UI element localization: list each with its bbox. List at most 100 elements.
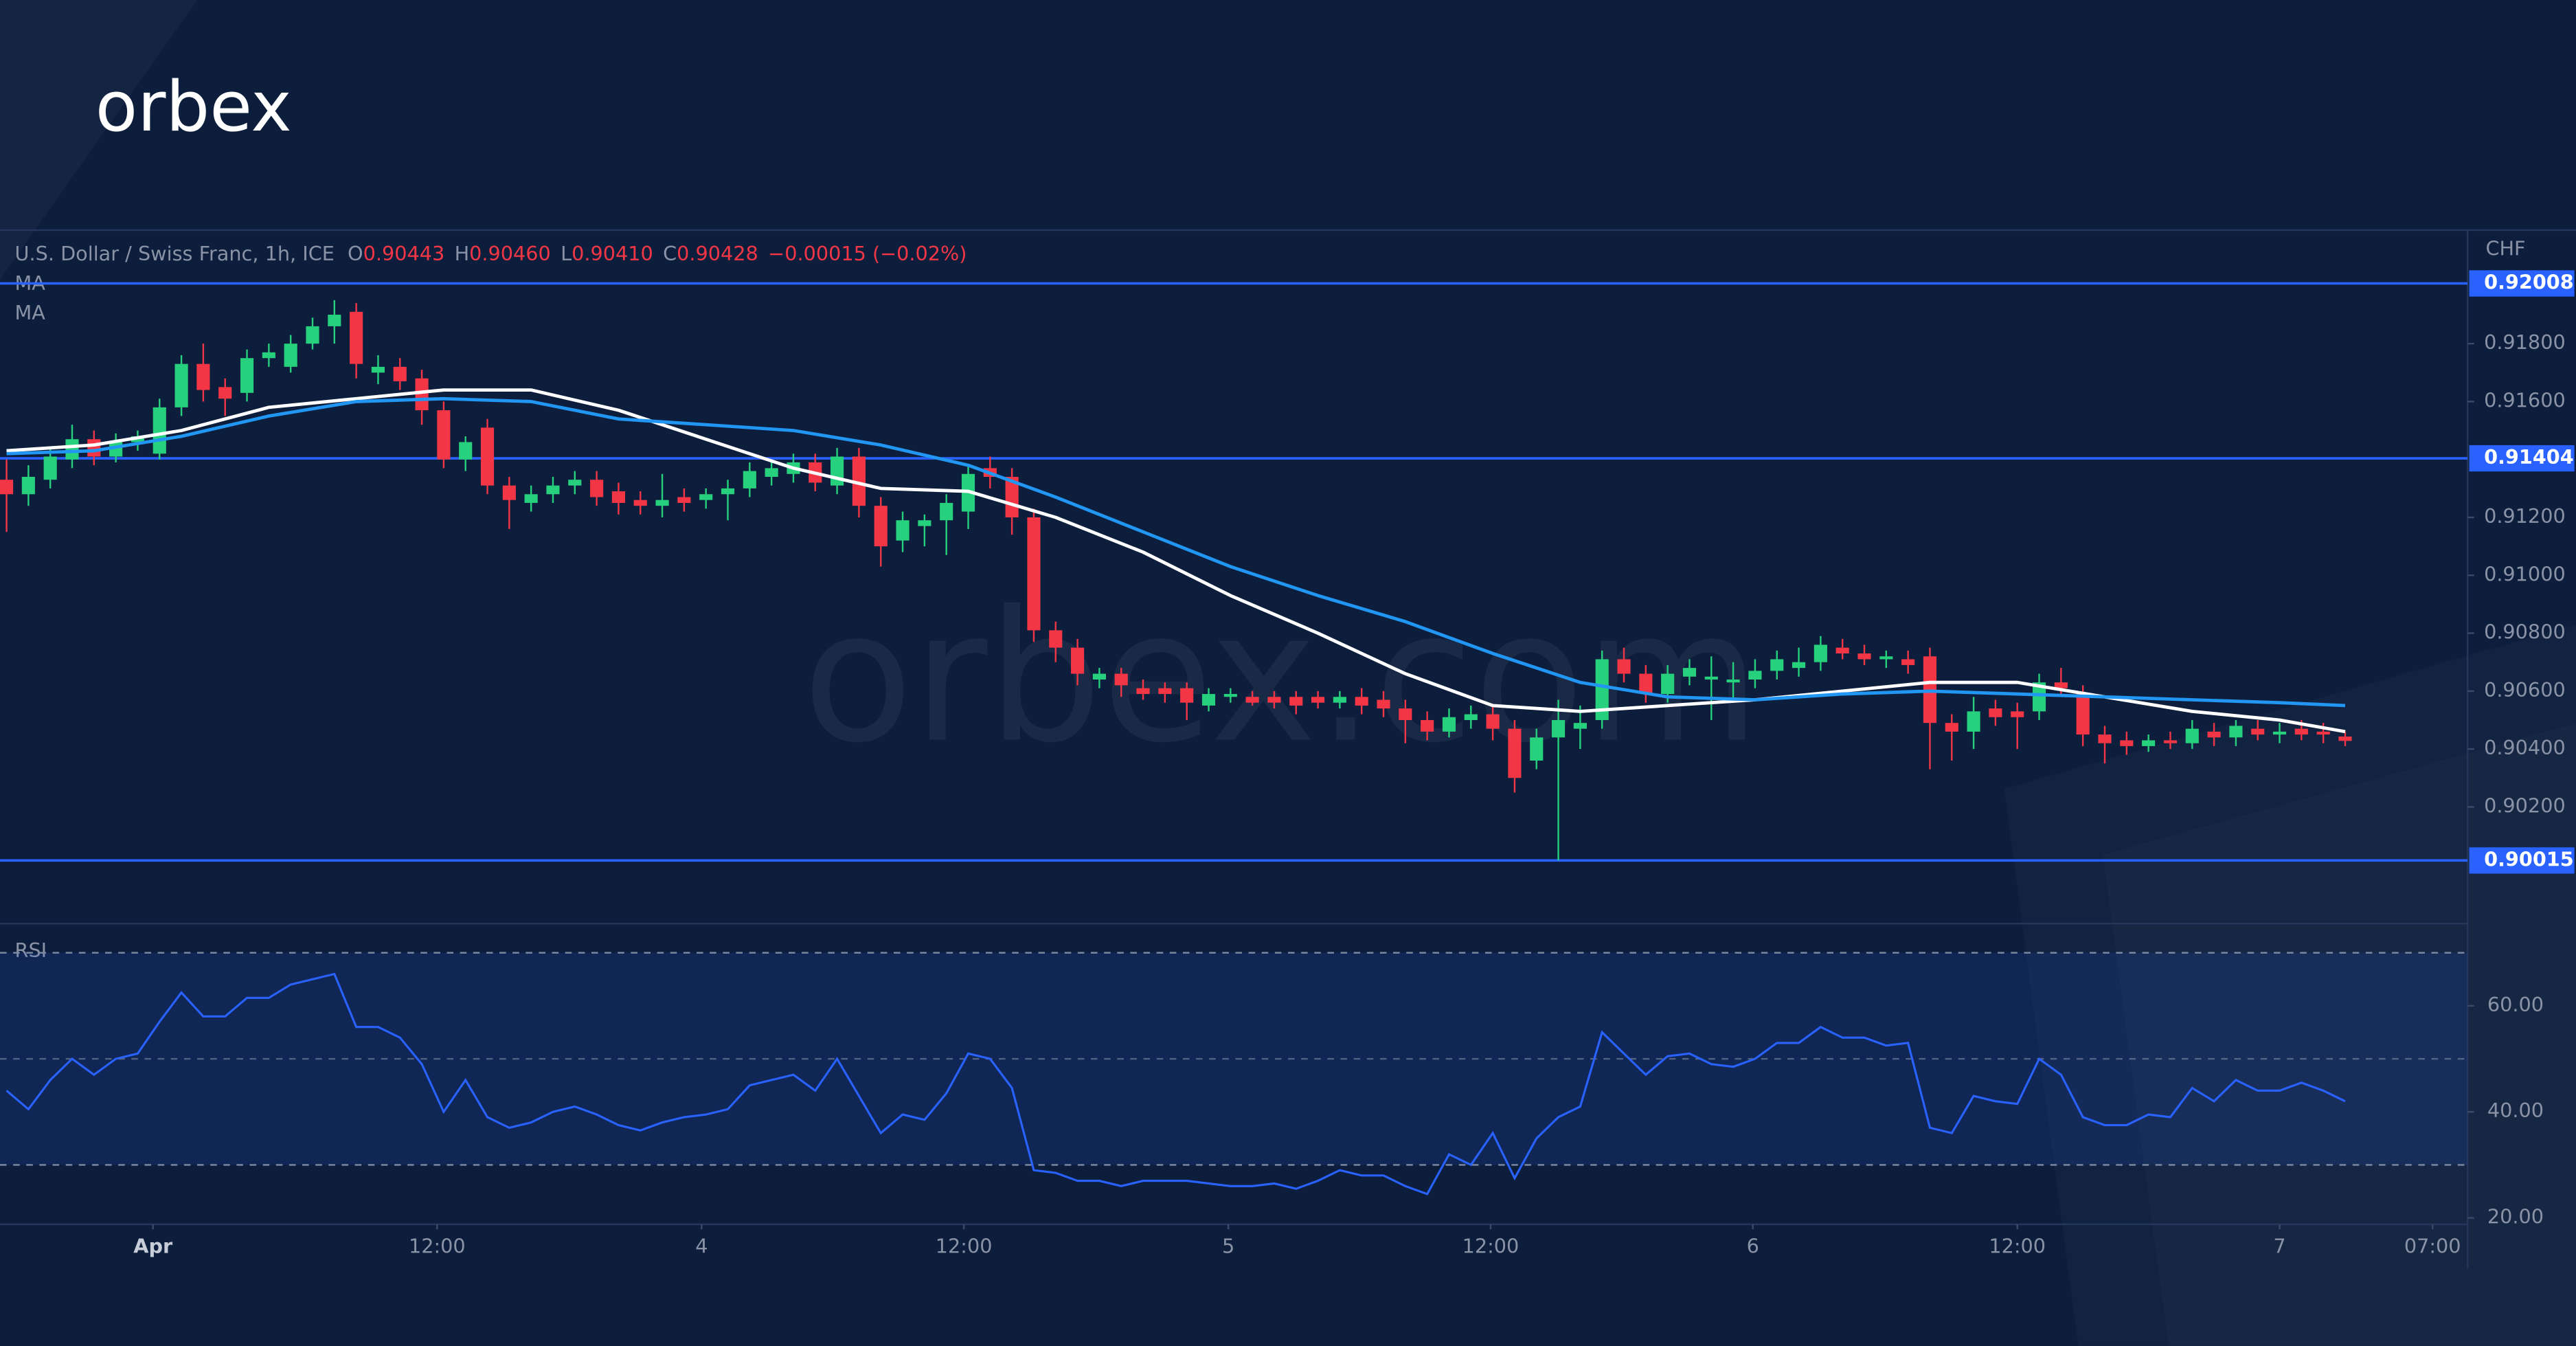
candle-body	[1005, 476, 1019, 517]
candle-body	[196, 363, 210, 390]
candle-body	[1639, 673, 1653, 695]
candle-body	[2011, 711, 2024, 717]
candle-body	[1726, 679, 1740, 683]
candle-body	[87, 439, 101, 457]
candle-body	[524, 494, 538, 503]
ma-line	[6, 388, 2346, 734]
candle-body	[765, 468, 778, 477]
candle-body	[1508, 728, 1522, 778]
y-tick-label: 0.90200	[2484, 794, 2566, 817]
x-tick-label: 12:00	[1989, 1234, 2046, 1257]
candle-body	[2120, 740, 2134, 746]
candle-body	[2229, 726, 2243, 738]
candle-body	[2207, 731, 2221, 738]
candle-body	[350, 311, 363, 364]
x-tick-label: 12:00	[936, 1234, 993, 1257]
candle-body	[284, 344, 297, 367]
legend-value: 0.90443	[363, 242, 445, 265]
candle-body	[2338, 736, 2352, 741]
candle-body	[655, 500, 669, 506]
ma-label: MA	[15, 301, 46, 324]
candle-body	[1245, 697, 1259, 703]
x-tick-label: 07:00	[2404, 1234, 2461, 1257]
level-tag	[2469, 847, 2575, 874]
candle-body	[743, 471, 756, 489]
candle-body	[940, 502, 953, 521]
candle-body	[590, 480, 604, 497]
candle-body	[1092, 673, 1106, 680]
candle-body	[1311, 697, 1325, 703]
candle-body	[218, 387, 232, 399]
candle-body	[262, 352, 275, 359]
ma-line	[6, 396, 2346, 708]
legend-value: 0.90410	[572, 242, 653, 265]
candle-body	[1617, 659, 1631, 674]
rsi-y-tick-label: 20.00	[2487, 1205, 2544, 1229]
candle-body	[1530, 737, 1544, 761]
brand-logo: orbex	[95, 67, 292, 147]
candle-body	[306, 326, 319, 344]
candle-body	[1551, 719, 1566, 738]
candle-body	[1682, 668, 1697, 677]
candle-body	[611, 491, 625, 503]
candle-body	[240, 358, 254, 393]
candle-body	[1879, 656, 1893, 660]
candle-body	[1967, 711, 1980, 732]
x-tick-label: 7	[2273, 1234, 2285, 1257]
x-tick-label: 5	[1222, 1234, 1234, 1257]
candle-body	[568, 480, 582, 486]
candle-body	[1901, 659, 1915, 665]
level-label: 0.91404	[2484, 445, 2574, 469]
candle-body	[1333, 697, 1346, 703]
currency-label: CHF	[2485, 237, 2525, 260]
candle-body	[1945, 723, 1958, 732]
legend-value: 0.90428	[677, 242, 758, 265]
candle-body	[2032, 682, 2046, 712]
legend-change: −0.00015 (−0.02%)	[768, 242, 967, 265]
y-tick-label: 0.91600	[2484, 388, 2566, 412]
y-tick-label: 0.91000	[2484, 562, 2566, 585]
candle-body	[1267, 697, 1281, 703]
y-tick-label: 0.91200	[2484, 504, 2566, 528]
candle-body	[2316, 731, 2330, 735]
level-tag	[2469, 445, 2575, 472]
candle-body	[1814, 644, 1827, 662]
x-tick-label: 6	[1747, 1234, 1759, 1257]
candle-body	[328, 315, 341, 326]
candle-body	[65, 439, 79, 460]
legend-symbol: U.S. Dollar / Swiss Franc, 1h, ICE	[15, 242, 335, 265]
candle-body	[2098, 734, 2112, 743]
candle-body	[1770, 659, 1784, 671]
candle-body	[393, 366, 407, 381]
candle-body	[1748, 671, 1762, 680]
candle-body	[0, 480, 14, 495]
legend-key: L	[561, 242, 572, 265]
candle-body	[1136, 688, 1150, 695]
rsi-line	[5, 972, 2346, 1196]
watermark: orbex.com	[802, 573, 1760, 783]
candle-body	[2185, 728, 2199, 743]
candle-body	[874, 506, 888, 547]
candle-body	[1486, 714, 1500, 729]
candle-body	[1027, 517, 1041, 631]
candle-body	[1377, 699, 1390, 709]
candle-body	[2142, 740, 2156, 746]
candle-body	[1792, 662, 1806, 669]
level-tag	[2469, 270, 2575, 297]
rsi-y-tick-label: 40.00	[2487, 1099, 2544, 1122]
candle-body	[1399, 708, 1412, 720]
candle-body	[1180, 688, 1194, 703]
candle-body	[1442, 717, 1456, 732]
y-tick-label: 0.90400	[2484, 736, 2566, 759]
legend-key: H	[455, 242, 470, 265]
x-tick-label: Apr	[133, 1234, 173, 1257]
candle-body	[2251, 728, 2265, 735]
candle-body	[2076, 694, 2090, 735]
candle-body	[1857, 653, 1871, 660]
candle-body	[1595, 659, 1609, 720]
legend-key: C	[663, 242, 677, 265]
candle-body	[480, 427, 495, 486]
candle-body	[437, 410, 451, 460]
